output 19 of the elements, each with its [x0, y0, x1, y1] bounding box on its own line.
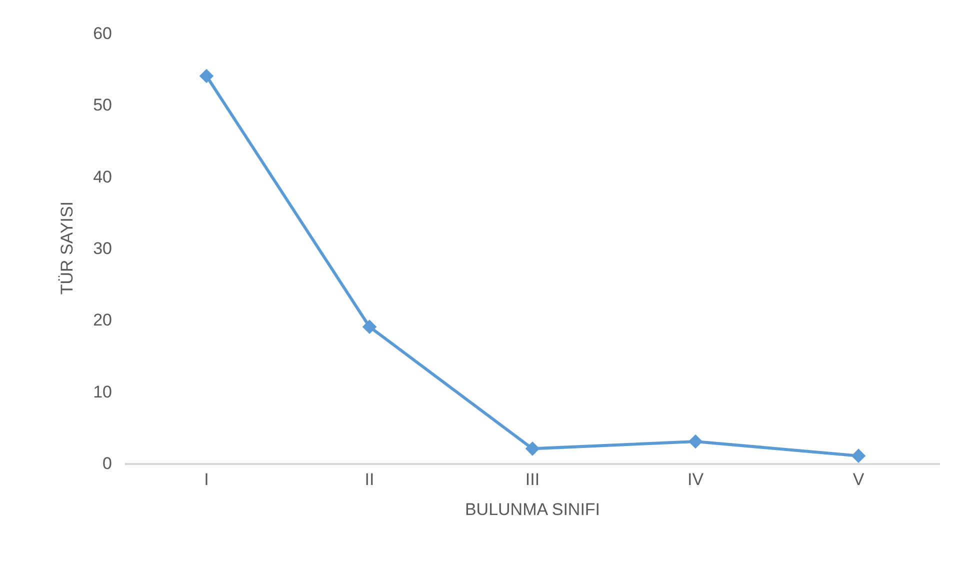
point	[688, 434, 703, 449]
point	[199, 68, 214, 84]
x-tick-label: IV	[687, 470, 704, 490]
y-tick-label: 0	[102, 454, 112, 473]
x-tick-label: II	[364, 470, 374, 490]
x-axis-title: BULUNMA SINIFI	[464, 500, 600, 520]
x-tick-label: III	[525, 470, 540, 490]
y-tick-label: 50	[93, 96, 112, 115]
point	[525, 442, 540, 456]
y-tick-label: 60	[93, 24, 112, 43]
y-axis-title: TÜR SAYISI	[58, 201, 77, 295]
x-tick-label: V	[852, 470, 865, 490]
y-tick-label: 20	[93, 310, 112, 330]
point	[851, 448, 866, 463]
y-tick-label: 40	[93, 167, 112, 186]
y-tick-label: 30	[93, 238, 112, 258]
x-tick-label: I	[204, 470, 209, 490]
y-tick-label: 10	[93, 382, 112, 402]
point	[362, 320, 377, 334]
